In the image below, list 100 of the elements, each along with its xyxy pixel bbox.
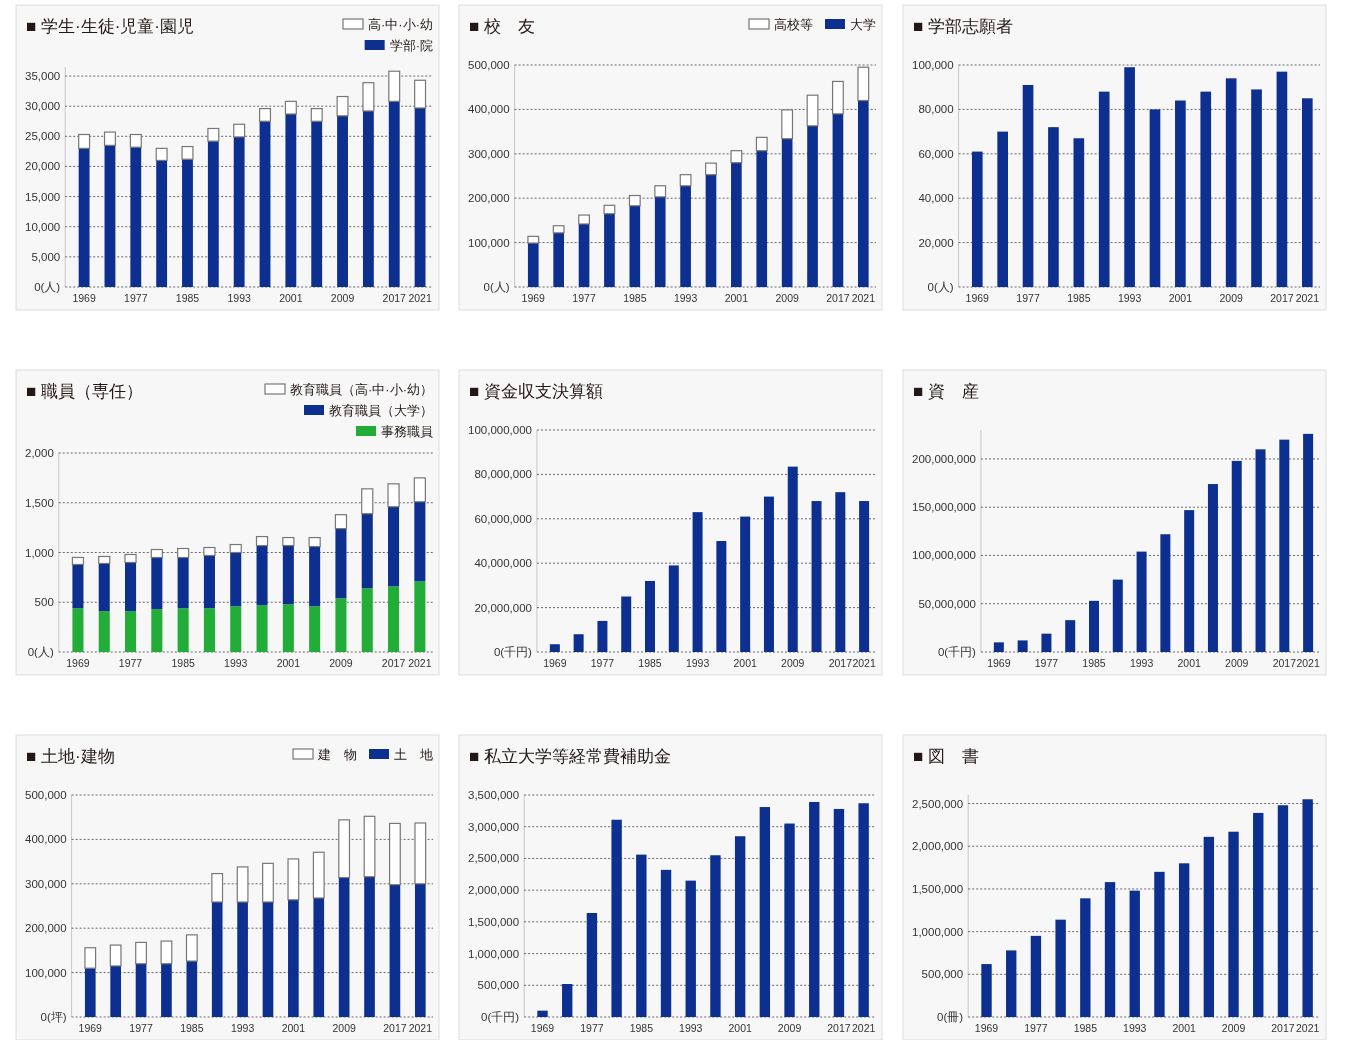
x-tick-label: 2009 [775,292,799,304]
bar [971,151,983,287]
x-tick-label: 2017 [826,292,850,304]
bar [1302,799,1313,1017]
legend-label: 建 物 [317,747,357,762]
bar [151,609,163,652]
bar [1124,67,1135,287]
bar [573,634,584,652]
bar [186,961,198,1017]
bar [233,136,245,287]
bar [414,581,426,652]
x-tick-label: 1993 [1129,657,1154,669]
bar [414,501,426,582]
bar [72,608,84,652]
bar [645,580,655,652]
bar [310,107,323,122]
bar [129,133,142,148]
bar [1089,600,1099,652]
y-tick-label: 150,000,000 [912,501,976,514]
bar [125,562,137,612]
bar [71,556,85,566]
bar [336,95,349,117]
y-tick-label: 0(人) [27,646,54,658]
bar [389,884,401,1017]
y-tick-label: 60,000 [918,147,954,160]
y-tick-label: 0(人) [483,281,510,293]
y-tick-label: 0(千円) [937,645,977,658]
bar [1184,510,1195,652]
y-tick-label: 0(人) [927,281,954,293]
bar [833,808,845,1017]
y-tick-label: 500,000 [477,979,520,992]
bar [731,162,742,287]
bar [604,213,615,287]
x-tick-label: 2017 [382,292,407,304]
bar [629,205,641,287]
bar [586,912,598,1017]
bar [1154,871,1165,1017]
y-tick-label: 2,000 [25,447,54,459]
x-tick-label: 2021 [1295,1022,1320,1034]
y-tick-label: 20,000,000 [474,601,532,614]
x-tick-label: 2017 [1271,1022,1295,1034]
bar [1017,640,1028,652]
x-tick-label: 1985 [1082,657,1106,669]
bar [621,596,632,652]
bar [1276,71,1288,287]
bar [680,185,691,287]
bar [258,107,272,122]
x-tick-label: 2009 [1225,657,1249,669]
bar [255,535,269,547]
x-tick-label: 1993 [224,657,248,669]
legend-label: 教育職員（高·中·小·幼） [290,382,433,397]
bar [807,125,818,287]
bar [388,101,400,287]
bar [203,555,215,609]
bar [1251,89,1262,287]
x-tick-label: 2001 [1168,292,1193,304]
bar [685,880,696,1017]
y-tick-label: 500,000 [25,789,67,801]
y-tick-label: 50,000,000 [918,597,976,610]
x-tick-label: 1985 [171,657,195,669]
bar [1149,109,1161,287]
bar [387,483,400,508]
bar [835,492,846,652]
y-tick-label: 3,000,000 [468,820,520,833]
bar [177,557,189,609]
bar [857,66,870,102]
bar [1203,836,1215,1017]
bar [135,963,147,1017]
legend-label: 大学 [850,17,876,32]
chart-title: ■ 学部志願者 [913,17,1013,36]
bar [362,111,374,287]
x-tick-label: 2021 [1295,292,1320,304]
bar [611,819,622,1017]
x-tick-label: 2001 [724,292,749,304]
x-tick-label: 2009 [1219,292,1243,304]
y-tick-label: 2,000,000 [468,884,520,897]
y-tick-label: 200,000 [25,922,67,935]
y-tick-label: 20,000 [25,160,61,173]
bar [130,147,142,287]
bar [259,121,271,287]
y-tick-label: 500,000 [921,968,964,981]
legend-label: 学部·院 [389,38,433,53]
bar [527,243,539,287]
bar [388,586,400,652]
bar [362,82,375,112]
bar [282,545,294,605]
bar [203,608,215,652]
bar [388,822,401,886]
bar [636,854,647,1017]
x-tick-label: 2021 [852,657,876,669]
x-tick-label: 1977 [118,657,143,669]
bar [552,225,565,234]
x-tick-label: 2021 [851,292,876,304]
y-tick-label: 100,000 [25,966,67,979]
x-tick-label: 2009 [332,1022,356,1034]
bar [285,114,297,287]
bar [859,501,870,652]
bar [993,642,1004,652]
bar [1136,551,1147,652]
x-tick-label: 2017 [1272,657,1297,669]
